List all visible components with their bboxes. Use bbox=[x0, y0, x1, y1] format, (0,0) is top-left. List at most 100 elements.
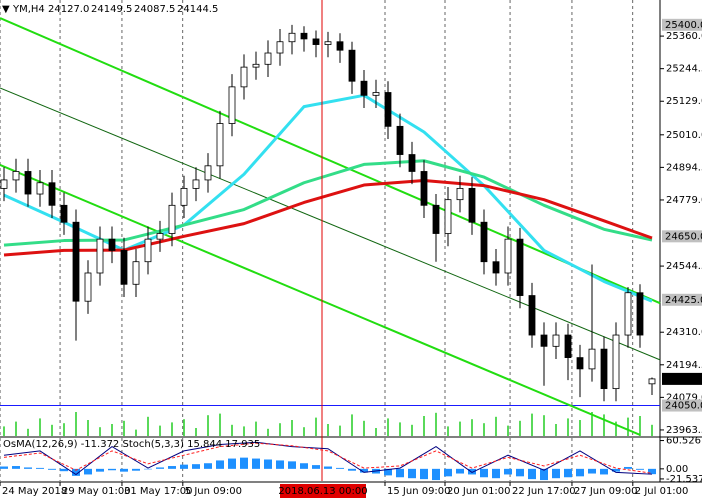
stochastic-line bbox=[3, 442, 653, 474]
osma-bar bbox=[228, 458, 236, 469]
candle-body bbox=[384, 92, 392, 127]
osma-bar bbox=[72, 468, 80, 476]
candle-body bbox=[96, 238, 104, 274]
osma-bar bbox=[48, 468, 56, 470]
osma-bar bbox=[648, 468, 656, 475]
osma-bar bbox=[192, 464, 200, 469]
osma-bar bbox=[444, 468, 452, 477]
candle-body bbox=[408, 154, 416, 172]
candle-body bbox=[612, 334, 620, 390]
osma-bar bbox=[564, 468, 572, 478]
candle-body bbox=[84, 272, 92, 302]
candle-body bbox=[168, 204, 176, 234]
osma-bar bbox=[180, 464, 188, 469]
osma-bar bbox=[204, 463, 212, 469]
y-tick-label: 23963.5 bbox=[666, 425, 702, 436]
y-tick-label: 24779.0 bbox=[666, 195, 702, 206]
current-price-label: 24144.5 bbox=[666, 374, 702, 385]
candle-body bbox=[108, 238, 116, 251]
y-tick-label: 25010.0 bbox=[666, 130, 702, 141]
candle-body bbox=[72, 221, 80, 302]
candle-body bbox=[444, 199, 452, 234]
candle-body bbox=[324, 41, 332, 45]
x-tick-label: 24 May 2018 bbox=[2, 486, 67, 497]
level-box bbox=[662, 18, 702, 31]
y-tick-label: 24310.0 bbox=[666, 327, 702, 338]
candle-body bbox=[636, 292, 644, 336]
candle-body bbox=[432, 204, 440, 234]
osma-bar bbox=[612, 468, 620, 472]
osma-bar bbox=[468, 468, 476, 475]
y-tick-label: 25360.0 bbox=[666, 31, 702, 42]
x-tick-label: 2 Jul 01:00 bbox=[635, 486, 689, 497]
y-tick-label: 25244.5 bbox=[666, 64, 702, 75]
osma-bar bbox=[492, 468, 500, 479]
symbol: YM,H4 bbox=[12, 4, 45, 15]
osma-bar bbox=[588, 468, 596, 474]
osma-bar bbox=[336, 467, 344, 469]
osma-bar bbox=[600, 468, 608, 475]
osma-bar bbox=[108, 468, 116, 471]
osma-bar bbox=[456, 468, 464, 474]
x-tick-label: 5 Jun 09:00 bbox=[185, 486, 242, 497]
trendline bbox=[0, 17, 661, 305]
osma-bar bbox=[216, 460, 224, 469]
osma-bar bbox=[288, 461, 296, 469]
osma-bar bbox=[60, 468, 68, 472]
osma-bar bbox=[156, 467, 164, 469]
osma-bar bbox=[636, 468, 644, 470]
candle-body bbox=[180, 187, 188, 206]
candle-body bbox=[492, 261, 500, 274]
osma-bar bbox=[132, 468, 140, 471]
candle-body bbox=[48, 182, 56, 206]
candle-body bbox=[576, 357, 584, 370]
candle-body bbox=[396, 125, 404, 155]
candle-body bbox=[516, 238, 524, 296]
osma-bar bbox=[84, 468, 92, 475]
level-box bbox=[662, 293, 702, 306]
candle-body bbox=[24, 171, 32, 195]
osma-bar bbox=[36, 467, 44, 469]
candle-body bbox=[252, 63, 260, 68]
header-high: 24149.5 bbox=[91, 4, 132, 15]
candle-body bbox=[264, 52, 272, 65]
y-tick-label: 25129.0 bbox=[666, 96, 702, 107]
osma-bar bbox=[432, 468, 440, 481]
osma-bar bbox=[168, 466, 176, 469]
candle-body bbox=[648, 378, 656, 385]
candle-body bbox=[588, 348, 596, 370]
candle-body bbox=[12, 171, 20, 181]
osc-tick-label: -21.537 bbox=[666, 474, 702, 485]
time-marker-box bbox=[280, 484, 366, 498]
osma-bar bbox=[324, 466, 332, 469]
osma-bar bbox=[384, 468, 392, 476]
candle-body bbox=[336, 41, 344, 51]
osma-bar bbox=[276, 460, 284, 469]
osma-bar bbox=[576, 468, 584, 477]
level-label: 24425.0 bbox=[665, 295, 702, 306]
osc-tick-label: 60.526 bbox=[666, 436, 701, 447]
stochastic-line bbox=[3, 441, 653, 476]
osma-bar bbox=[144, 468, 152, 470]
candle-body bbox=[480, 221, 488, 263]
candle-body bbox=[132, 261, 140, 285]
osma-bar bbox=[540, 468, 548, 481]
candle-body bbox=[372, 92, 380, 96]
osma-bar bbox=[12, 466, 20, 469]
candle-body bbox=[456, 187, 464, 201]
trendline bbox=[0, 164, 641, 436]
candle-body bbox=[300, 32, 308, 40]
osma-bar bbox=[408, 468, 416, 479]
osma-bar bbox=[504, 468, 512, 475]
y-tick-label: 24544.5 bbox=[666, 261, 702, 272]
osma-bar bbox=[396, 468, 404, 478]
osma-bar bbox=[624, 466, 632, 469]
oscillator-title: OsMA(12,26,9) -11.372 Stoch(5,3,3) 15.84… bbox=[3, 439, 260, 450]
candle-body bbox=[348, 49, 356, 82]
candle-body bbox=[192, 179, 200, 189]
osma-bar bbox=[240, 457, 248, 469]
y-tick-label: 24894.5 bbox=[666, 162, 702, 173]
candle-body bbox=[36, 182, 44, 195]
level-box bbox=[662, 230, 702, 243]
